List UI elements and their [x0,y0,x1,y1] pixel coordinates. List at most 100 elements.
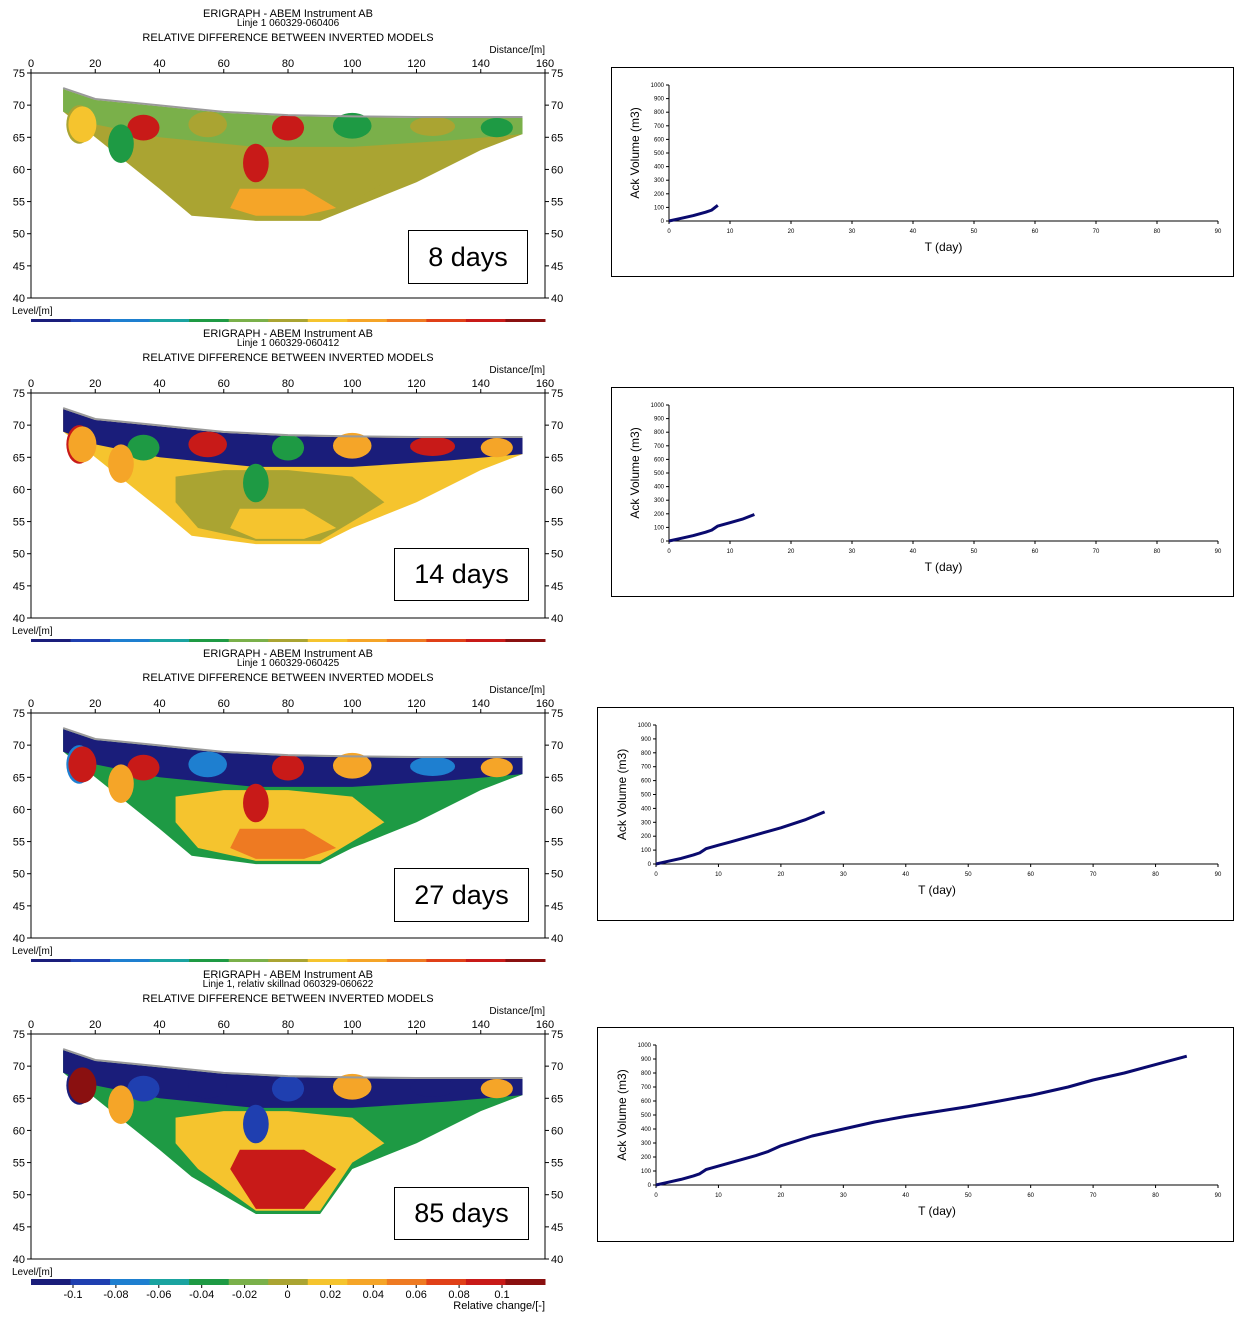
mini-colorbar-swatch [31,959,72,962]
y-tick-label: 700 [654,444,665,450]
volume-chart: 0 100 200 300 400 500 600 700 800 900 1000 0 10 20 30 4… [597,707,1234,921]
anomaly-blob [410,756,456,776]
anomaly-blob [243,143,269,183]
mini-colorbar-swatch [307,959,348,962]
y-tick-label-right: 75 [551,68,563,80]
x-tick-label: 0 [667,549,671,555]
y-tick-label-right: 75 [551,1029,563,1041]
x-tick-label: 50 [965,1193,972,1199]
anomaly-blob [332,1073,372,1100]
y-tick-label: 200 [654,192,665,198]
colorbar-swatch [505,1279,546,1285]
chart-frame [597,707,1234,921]
y-tick-label-left: 40 [13,1254,25,1266]
x-tick-label: 80 [1152,1193,1159,1199]
y-tick-label-right: 60 [551,164,563,176]
mini-colorbar-swatch [228,319,269,322]
colorbar-tick-label: 0.04 [363,1289,384,1301]
y-tick-label: 600 [641,1099,652,1105]
anomaly-blob [480,118,513,138]
y-tick-label: 800 [654,430,665,436]
y-tick-label-left: 40 [13,293,25,305]
chart-frame [597,1027,1234,1242]
x-tick-label: 0 [28,1019,34,1031]
y-tick-label-right: 70 [551,1061,563,1073]
colorbar-swatch [149,1279,190,1285]
mini-colorbar-swatch [268,319,309,322]
edge-anomaly [68,106,97,143]
y-tick-label: 500 [654,151,665,157]
y-tick-label-right: 40 [551,933,563,945]
x-tick-label: 0 [654,1193,658,1199]
section-core [175,790,385,861]
y-tick-label-right: 55 [551,837,563,849]
x-tick-label: 100 [343,58,361,70]
colorbar-tick-label: -0.08 [103,1289,128,1301]
x-tick-label: 90 [1215,229,1222,235]
x-axis-title: T (day) [925,560,963,574]
level-axis-label: Level/[m] [12,306,53,317]
distance-axis-label: Distance/[m] [489,365,545,376]
colorbar-swatch [347,1279,388,1285]
y-tick-label-left: 70 [13,420,25,432]
mini-colorbar-swatch [307,639,348,642]
mini-colorbar-swatch [70,639,111,642]
anomaly-blob [243,783,269,823]
volume-series-line [655,1054,1188,1187]
y-tick-label-right: 65 [551,132,563,144]
days-label-box: 27 days [394,868,529,922]
y-tick-label: 700 [654,124,665,130]
mini-colorbar-swatch [426,959,467,962]
y-tick-label: 500 [641,793,652,799]
y-tick-label-left: 65 [13,132,25,144]
y-tick-label: 100 [654,205,665,211]
anomaly-blob [480,438,513,458]
colorbar-swatch [228,1279,269,1285]
x-tick-label: 30 [840,1193,847,1199]
y-tick-label-left: 50 [13,1190,25,1202]
y-tick-label: 100 [654,525,665,531]
x-tick-label: 20 [89,58,101,70]
y-tick-label: 0 [648,1183,652,1189]
y-tick-label: 0 [661,539,665,545]
ert-panel: ERIGRAPH - ABEM Instrument AB Linje 1, re… [0,961,590,1283]
volume-series-line [655,810,826,866]
y-tick-label-right: 45 [551,901,563,913]
x-tick-label: 10 [715,872,722,878]
chart-frame [611,67,1234,277]
mini-colorbar-swatch [110,959,151,962]
y-tick-label-right: 55 [551,197,563,209]
anomaly-blob [410,1077,456,1097]
mini-colorbar-swatch [465,319,506,322]
ert-panel: ERIGRAPH - ABEM Instrument AB Linje 1 060… [0,640,590,962]
y-tick-label: 700 [641,765,652,771]
y-axis-title: Ack Volume (m3) [628,427,642,518]
y-axis-title: Ack Volume (m3) [628,107,642,198]
x-tick-label: 20 [778,872,785,878]
x-axis-title: T (day) [918,883,956,897]
chart-frame [611,387,1234,597]
colorbar-tick-label: -0.02 [232,1289,257,1301]
x-tick-label: 30 [849,549,856,555]
anomaly-blob [332,112,372,139]
x-tick-label: 0 [28,378,34,390]
x-tick-label: 20 [89,378,101,390]
edge-anomaly [68,426,97,463]
y-tick-label-left: 40 [13,613,25,625]
anomaly-blob [243,463,269,503]
ert-header-3: RELATIVE DIFFERENCE BETWEEN INVERTED MOD… [142,993,433,1005]
x-tick-label: 50 [965,872,972,878]
x-tick-label: 160 [536,58,554,70]
x-tick-label: 40 [153,58,165,70]
y-tick-label: 200 [641,1155,652,1161]
mini-colorbar-swatch [347,639,388,642]
x-tick-label: 40 [910,549,917,555]
x-tick-label: 70 [1090,872,1097,878]
x-tick-label: 80 [282,1019,294,1031]
anomaly-blob [127,114,160,141]
x-tick-label: 10 [715,1193,722,1199]
x-axis-title: T (day) [925,240,963,254]
y-tick-label: 1000 [638,1043,652,1049]
